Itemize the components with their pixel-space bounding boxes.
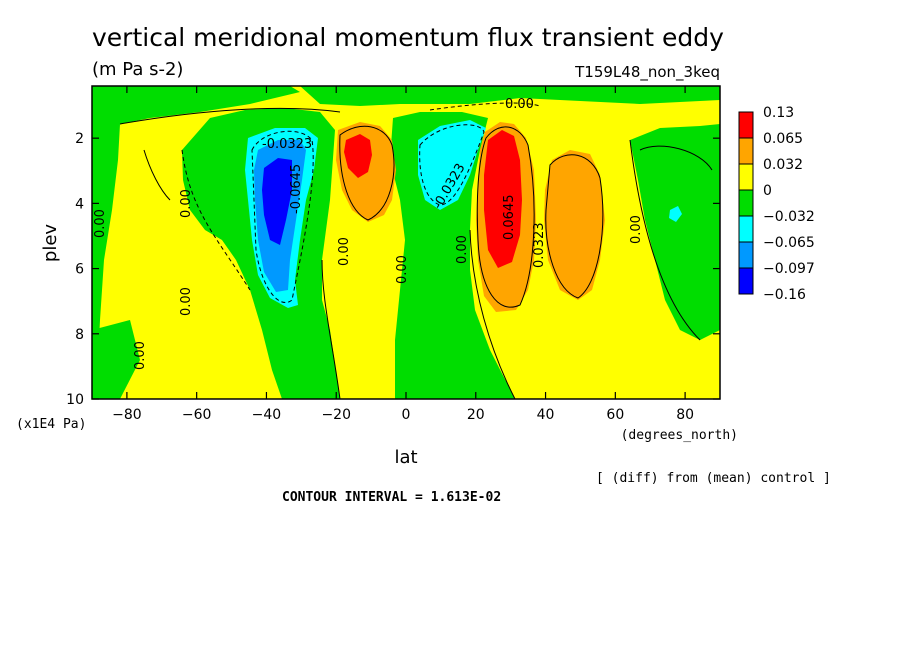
legend-swatch — [738, 111, 754, 139]
y-axis-units: (x1E4 Pa) — [16, 417, 86, 432]
x-axis-units: (degrees_north) — [621, 428, 738, 443]
x-tick-label: 0 — [402, 407, 411, 423]
contour-label: 0.0323 — [532, 223, 547, 269]
x-tick-label: −20 — [321, 407, 351, 423]
x-tick-label: −40 — [252, 407, 282, 423]
legend-label: −0.16 — [763, 287, 806, 303]
contour-lines — [119, 102, 713, 399]
footer-note: [ (diff) from (mean) control ] — [596, 471, 831, 486]
region-negative-south-far — [92, 320, 140, 399]
units-label: (m Pa s-2) — [92, 59, 183, 80]
x-tick-label: 60 — [606, 407, 624, 423]
plot-area: 0.00 -0.0323 -0.0645 0.0645 0.0323 -0.03… — [92, 86, 720, 399]
contour-label: 0.00 — [179, 189, 194, 218]
x-tick-label: −60 — [182, 407, 212, 423]
contour-interval: CONTOUR INTERVAL = 1.613E-02 — [282, 490, 501, 505]
region-red-south — [344, 134, 372, 178]
legend-label: 0.13 — [763, 105, 794, 121]
legend-swatch — [738, 163, 754, 191]
x-tick-label: 40 — [537, 407, 555, 423]
y-axis-ticks: 2 4 6 8 10 — [66, 131, 720, 408]
contour-label: 0.00 — [395, 255, 410, 284]
region-cyan-equator — [418, 120, 486, 210]
y-tick-label: 10 — [66, 392, 84, 408]
contour-label: -0.0645 — [289, 164, 304, 214]
contour-label: 0.00 — [179, 287, 194, 316]
y-axis-label: plev — [40, 224, 61, 263]
chart-title: vertical meridional momentum flux transi… — [92, 23, 724, 52]
legend-swatch — [738, 215, 754, 243]
legend-swatch — [738, 137, 754, 165]
y-tick-label: 2 — [75, 131, 84, 147]
contour-label: 0.00 — [505, 97, 534, 112]
x-axis-label: lat — [394, 447, 417, 468]
legend-label: −0.097 — [763, 261, 815, 277]
region-negative-north — [630, 124, 720, 340]
run-label: T159L48_non_3keq — [574, 63, 720, 82]
legend-swatch — [738, 189, 754, 217]
color-legend: 0.13 0.065 0.032 0 −0.032 −0.065 −0.097 −0.16 — [738, 105, 815, 303]
legend-label: 0 — [763, 183, 772, 199]
legend-label: −0.032 — [763, 209, 815, 225]
y-tick-label: 6 — [75, 262, 84, 278]
y-tick-label: 4 — [75, 196, 84, 212]
region-cyan-north-spot — [669, 206, 682, 222]
legend-swatch — [738, 267, 754, 295]
region-negative-south-left — [92, 86, 300, 399]
contour-label: 0.00 — [629, 215, 644, 244]
contour-label: 0.0645 — [502, 195, 517, 241]
x-tick-label: −80 — [112, 407, 142, 423]
legend-label: −0.065 — [763, 235, 815, 251]
legend-swatch — [738, 241, 754, 269]
contour-label: 0.00 — [93, 209, 108, 238]
x-tick-label: 80 — [676, 407, 694, 423]
contour-label: 0.00 — [455, 235, 470, 264]
legend-label: 0.065 — [763, 131, 803, 147]
contour-label: -0.0323 — [262, 137, 312, 152]
contour-label: 0.00 — [337, 237, 352, 266]
legend-label: 0.032 — [763, 157, 803, 173]
x-tick-label: 20 — [467, 407, 485, 423]
y-tick-label: 8 — [75, 327, 84, 343]
region-red-north — [484, 130, 522, 268]
contour-label: 0.00 — [133, 341, 148, 370]
region-orange-north-mid — [544, 150, 605, 300]
contour-labels-zero: 0.00 0.00 0.00 0.00 0.00 0.00 0.00 — [93, 209, 644, 370]
region-darkblue-south-core — [262, 158, 292, 245]
x-axis-ticks: −80 −60 −40 −20 0 20 40 60 80 — [112, 86, 694, 423]
